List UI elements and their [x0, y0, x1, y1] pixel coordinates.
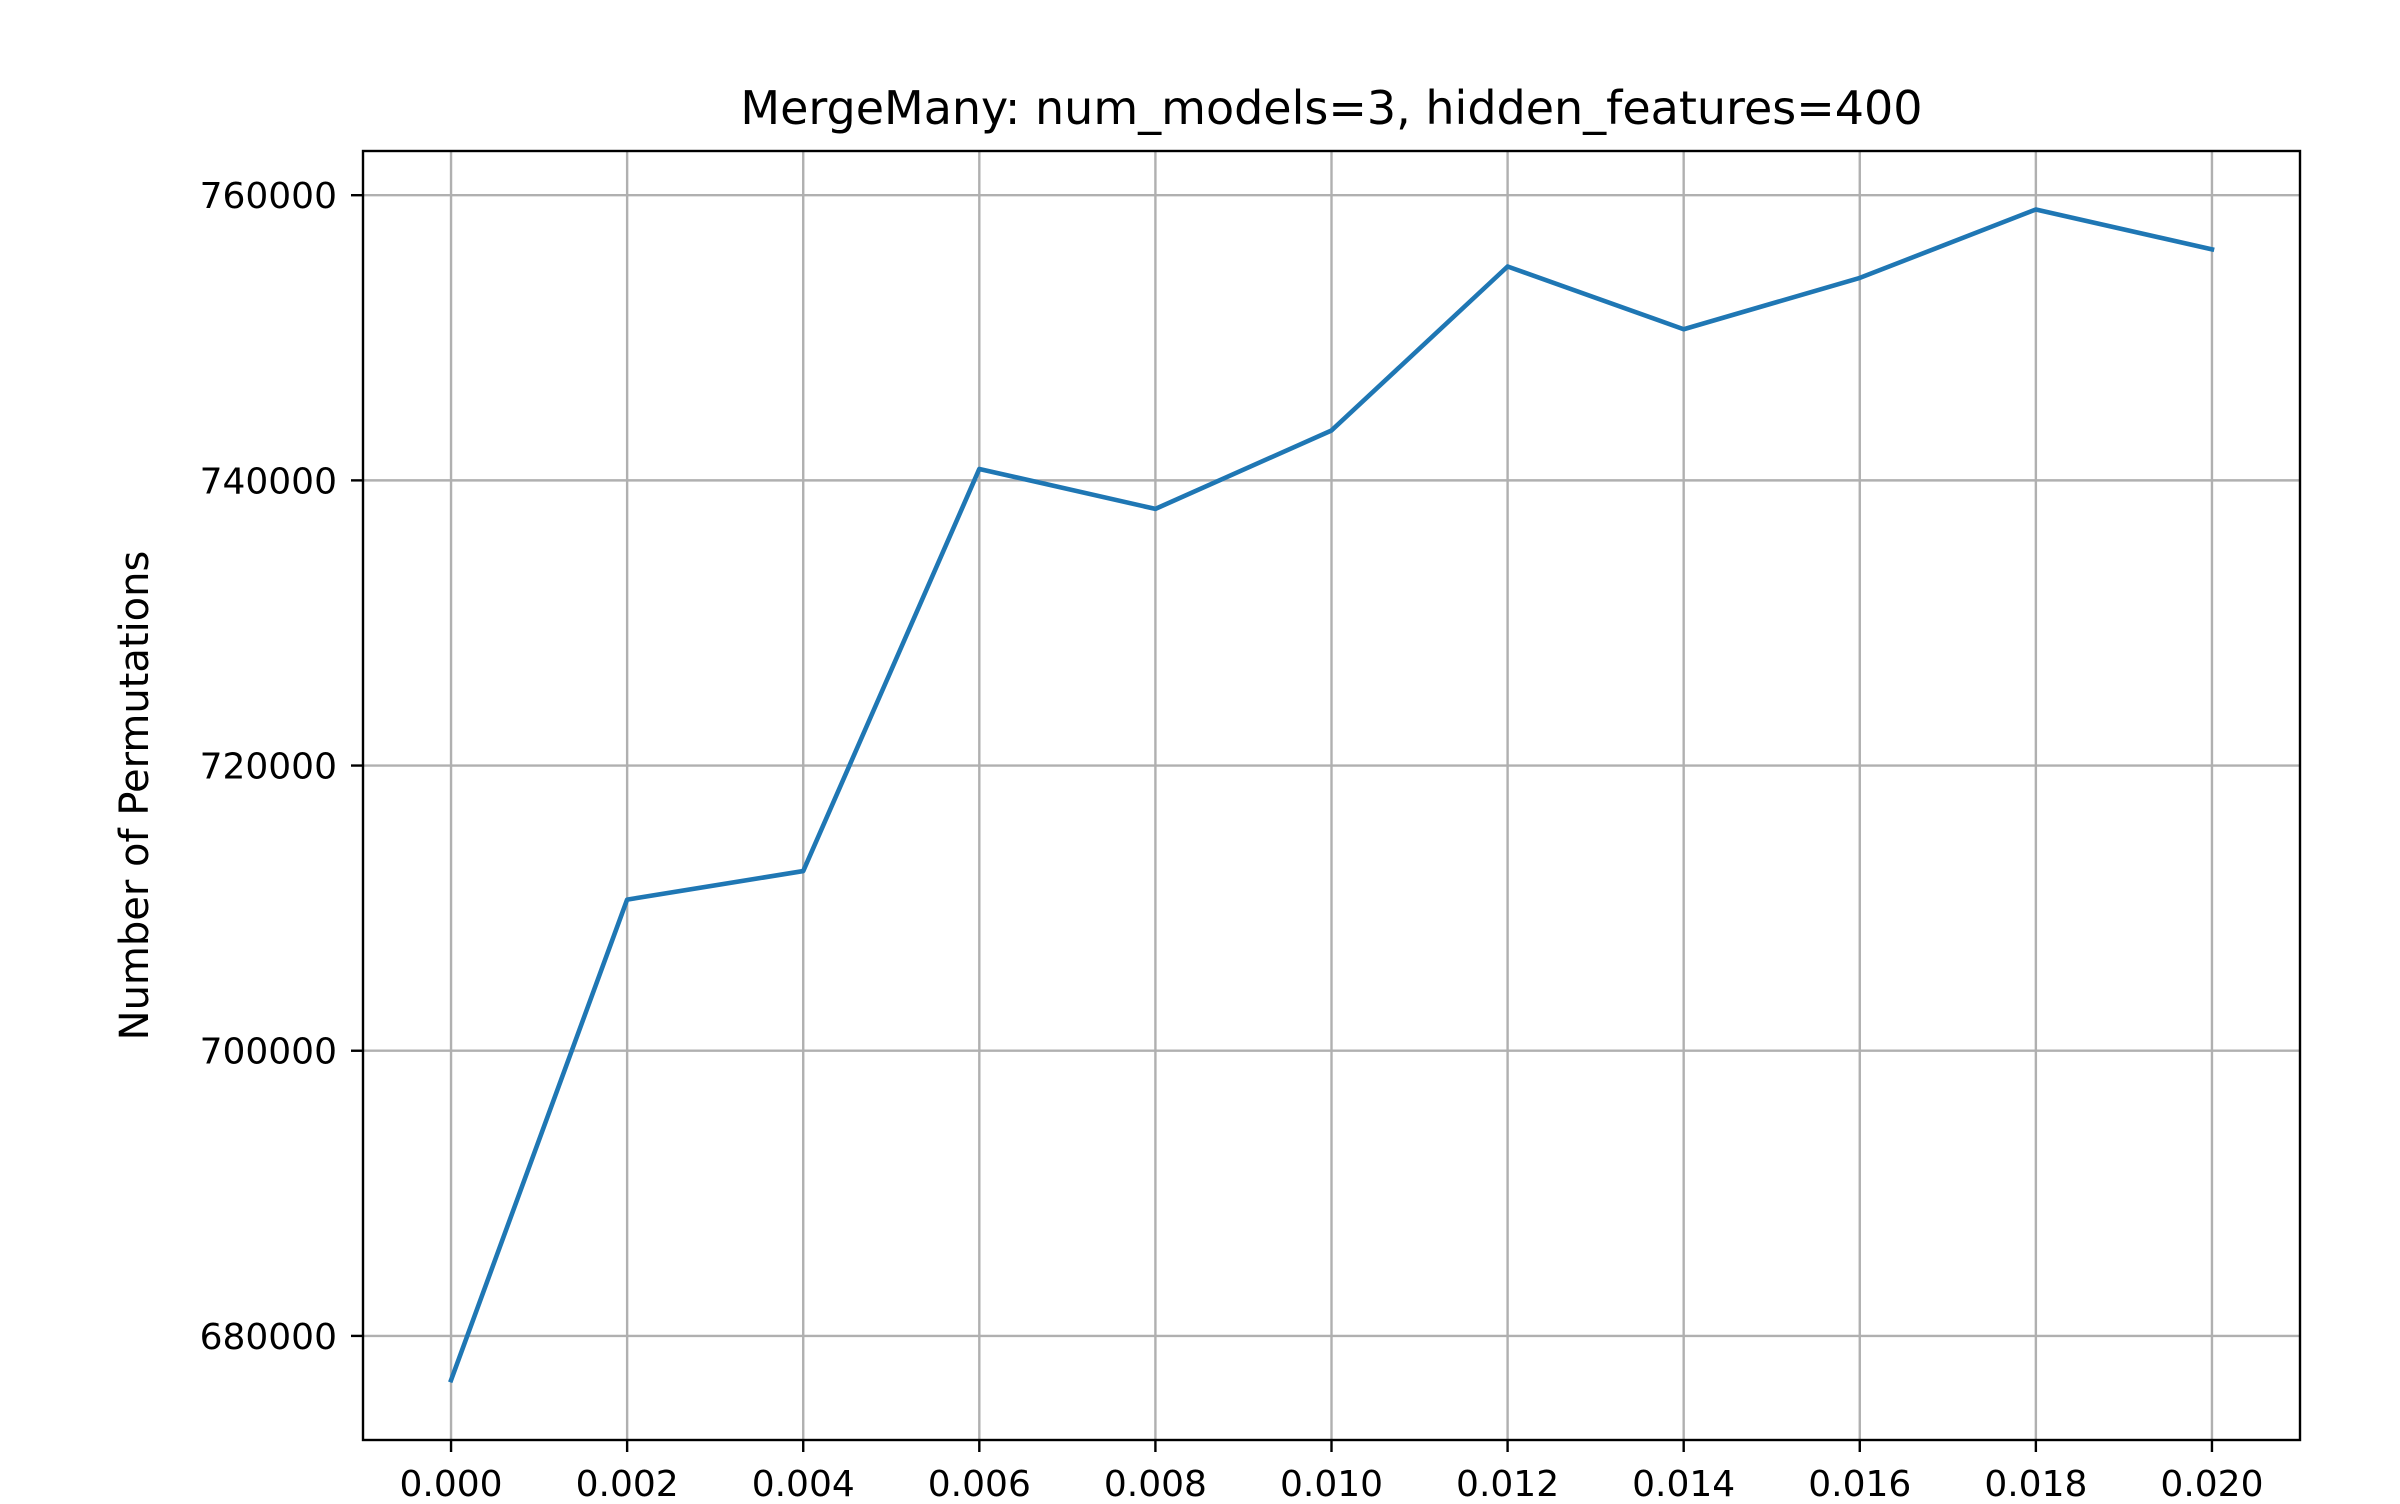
series-layer	[448, 207, 2215, 1384]
x-tick-label: 0.014	[1632, 1464, 1735, 1500]
y-tick-label: 740000	[200, 461, 337, 502]
chart-title: MergeMany: num_models=3, hidden_features…	[740, 81, 1922, 135]
x-axis-ticks: 0.000 0.002 0.004 0.006 0.008 0.010 0.012 0.014…	[400, 1440, 2263, 1504]
x-tick-label: 0.008	[1104, 1464, 1207, 1500]
series-line	[448, 207, 2215, 1384]
y-axis-ticks: 680000 700000 720000 740000 760000	[200, 176, 363, 1358]
y-tick-label: 680000	[200, 1317, 337, 1358]
x-tick-label: 0.010	[1280, 1464, 1383, 1500]
y-tick-label: 720000	[200, 747, 337, 788]
x-tick-label: 0.012	[1456, 1464, 1559, 1500]
y-tick-label: 760000	[200, 176, 337, 217]
x-tick-label: 0.004	[752, 1464, 855, 1500]
x-tick-label: 0.016	[1808, 1464, 1911, 1500]
x-tick-label: 0.020	[2160, 1464, 2263, 1500]
x-tick-label: 0.006	[928, 1464, 1031, 1500]
x-tick-label: 0.018	[1984, 1464, 2087, 1500]
x-tick-label: 0.002	[576, 1464, 679, 1500]
grid	[363, 151, 2300, 1440]
y-axis-label: Number of Permutations	[112, 551, 158, 1041]
y-tick-label: 700000	[200, 1032, 337, 1073]
x-tick-label: 0.000	[400, 1464, 503, 1500]
